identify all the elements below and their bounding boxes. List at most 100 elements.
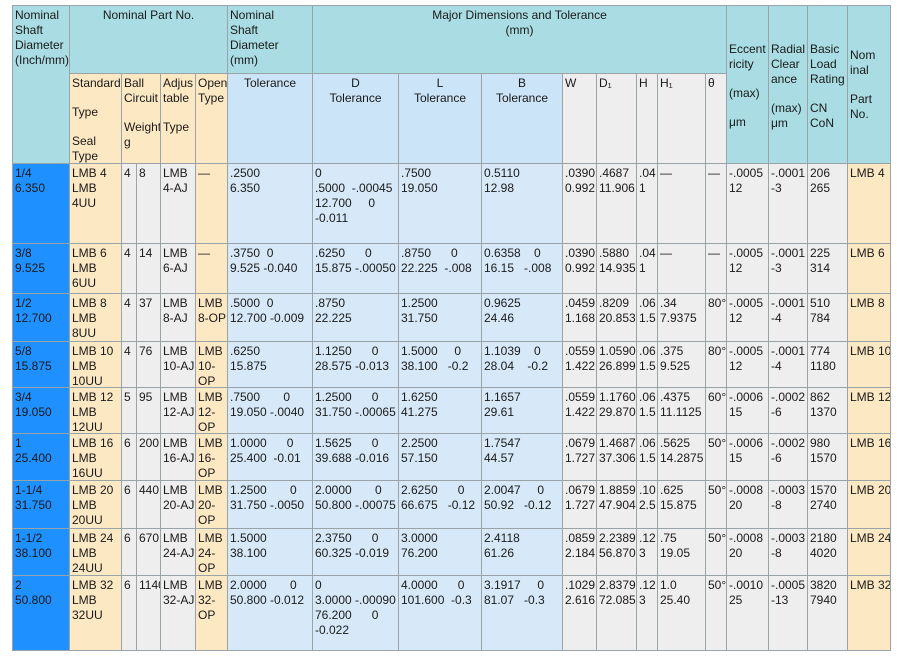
data-cell: 1.2500 0 31.750 -.0050 <box>227 480 313 529</box>
data-cell: LMB 24-AJ <box>160 528 196 576</box>
data-cell: 862 1370 <box>807 387 848 434</box>
cell-text: LMB <box>163 531 188 545</box>
cell-text: LMB 20 <box>850 483 891 497</box>
cell-text: Type <box>163 120 190 134</box>
cell-text: .3750 0 <box>230 246 274 260</box>
data-cell: LMB 16- OP <box>195 433 228 481</box>
cell-text: 50.800 -.00075 <box>315 498 396 512</box>
cell-text: .0679 <box>565 483 596 497</box>
data-cell: 8 <box>136 163 161 244</box>
cell-text: B <box>517 76 526 90</box>
cell-text: -.0001 <box>771 344 806 358</box>
cell-text: LMB 6 <box>72 246 107 260</box>
cell-text: 14.935 <box>599 261 636 275</box>
data-cell: 1570 2740 <box>807 480 848 529</box>
data-cell: — <box>705 163 727 244</box>
cell-text: 1.6250 <box>401 390 438 404</box>
cell-text: -6 <box>771 405 782 419</box>
cell-text: Nominal <box>230 8 275 22</box>
data-cell: LMB 6 <box>847 243 891 294</box>
cell-text: Nominal Part No. <box>102 8 195 22</box>
cell-text: .06 <box>639 436 656 450</box>
cell-text: 862 <box>810 390 831 404</box>
cell-text: Standard <box>72 76 121 90</box>
cell-text: 1.1657 <box>484 390 521 404</box>
data-cell: LMB 16 LMB 16UU <box>69 433 122 481</box>
cell-text: -6 <box>771 451 782 465</box>
cell-text: .04 <box>639 166 656 180</box>
data-cell: LMB 12-AJ <box>160 387 196 434</box>
cell-text: 5/8 <box>15 344 32 358</box>
cell-text: 12.700 <box>15 311 52 325</box>
cell-text: 26.899 <box>599 359 636 373</box>
cell-text: 980 <box>810 436 831 450</box>
cell-text: 1.168 <box>565 311 596 325</box>
data-cell: 37 <box>136 293 161 342</box>
data-cell: LMB 16 <box>847 433 891 481</box>
cell-text: 1.2500 0 <box>230 483 297 497</box>
cell-text: LMB 12 <box>72 390 114 404</box>
cell-text: 15.875 <box>15 359 52 373</box>
cell-text: 6 <box>124 483 131 497</box>
data-cell: LMB 8 <box>847 293 891 342</box>
data-cell: — <box>657 163 706 244</box>
row-header: 5/8 15.875 <box>12 341 70 388</box>
cell-text: 3.0000 -.00090 <box>315 593 396 607</box>
cell-text: LMB 4 <box>850 166 885 180</box>
cell-text: LMB <box>198 483 223 497</box>
data-cell: 0.5000 -.00045 12.700 0 -0.011 <box>312 163 399 244</box>
data-cell: -.0001 -3 <box>768 163 808 244</box>
data-cell: 6 <box>121 575 137 651</box>
header-cell: Major Dimensions and Tolerance (mm) <box>312 5 727 74</box>
data-cell: LMB 12 <box>847 387 891 434</box>
cell-text: 16.15 -.008 <box>484 261 552 275</box>
cell-text: 7.9375 <box>660 311 697 325</box>
cell-text: 5 <box>124 390 131 404</box>
cell-text: Shaft <box>230 23 259 37</box>
cell-text: -3 <box>771 261 782 275</box>
data-cell: LMB 20-AJ <box>160 480 196 529</box>
cell-text: 19.050 <box>15 405 52 419</box>
cell-text: Clear <box>771 57 800 71</box>
data-cell: -.0008 20 <box>726 480 769 529</box>
cell-text: 6 <box>124 436 131 450</box>
data-cell: LMB 6-AJ <box>160 243 196 294</box>
cell-text: 1.0590 <box>599 344 636 358</box>
cell-text: — <box>660 246 672 260</box>
cell-text: 2.0047 0 <box>484 483 545 497</box>
cell-text: 31.750 <box>401 311 438 325</box>
data-cell: .2500 6.350 <box>227 163 313 244</box>
cell-text: — <box>660 166 672 180</box>
cell-text: 56.870 <box>599 546 636 560</box>
data-cell: 76 <box>136 341 161 388</box>
data-cell: LMB 24 <box>847 528 891 576</box>
cell-text: 1.5 <box>639 311 656 325</box>
cell-text: 1.4687 <box>599 436 636 450</box>
subheader-cell: Adjus table Type <box>160 73 196 164</box>
data-cell: LMB 8-OP <box>195 293 228 342</box>
cell-text: 1140 <box>139 578 160 592</box>
subheader-cell: H₁ <box>657 73 706 164</box>
cell-text: 76.200 <box>401 546 438 560</box>
data-cell: LMB 32- OP <box>195 575 228 651</box>
cell-text: 15 <box>729 451 743 465</box>
data-cell: LMB 4-AJ <box>160 163 196 244</box>
cell-text: (max) <box>729 86 760 100</box>
row-header: 1-1/4 31.750 <box>12 480 70 529</box>
cell-text: (mm) <box>230 53 258 67</box>
data-cell: LMB 4 LMB 4UU <box>69 163 122 244</box>
cell-text: -4 <box>771 311 782 325</box>
cell-text: 1.1039 0 <box>484 344 541 358</box>
cell-text: LMB <box>198 578 223 592</box>
cell-text: — <box>708 246 720 260</box>
cell-text: 3/4 <box>15 390 32 404</box>
cell-text: 6 <box>124 578 131 592</box>
cell-text: W <box>565 76 577 90</box>
cell-text: .75 <box>660 531 677 545</box>
cell-text: Diameter <box>230 38 279 52</box>
data-cell: .06 1.5 <box>636 341 658 388</box>
data-cell: .0390 0.992 <box>562 163 597 244</box>
cell-text: 774 <box>810 344 831 358</box>
data-cell: — <box>705 243 727 294</box>
cell-text: 9.525 <box>660 359 691 373</box>
